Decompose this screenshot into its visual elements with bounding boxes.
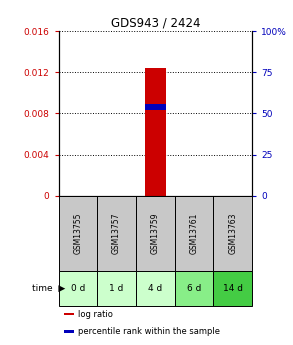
- Text: GSM13759: GSM13759: [151, 213, 160, 254]
- Bar: [97, 196, 136, 271]
- Text: GSM13757: GSM13757: [112, 213, 121, 254]
- Text: 4 d: 4 d: [148, 284, 162, 293]
- Text: 14 d: 14 d: [223, 284, 243, 293]
- Text: 1 d: 1 d: [109, 284, 124, 293]
- Text: GSM13761: GSM13761: [190, 213, 198, 254]
- Bar: [97, 271, 136, 306]
- Bar: [64, 330, 74, 333]
- Bar: [64, 313, 74, 315]
- Text: GSM13755: GSM13755: [74, 213, 82, 254]
- Text: GSM13763: GSM13763: [228, 213, 237, 254]
- Text: log ratio: log ratio: [78, 309, 113, 318]
- Bar: [175, 196, 213, 271]
- Bar: [136, 271, 175, 306]
- Bar: [145, 68, 166, 196]
- Title: GDS943 / 2424: GDS943 / 2424: [110, 17, 200, 30]
- Bar: [145, 104, 166, 110]
- Text: percentile rank within the sample: percentile rank within the sample: [78, 327, 219, 336]
- Bar: [213, 271, 252, 306]
- Text: time  ▶: time ▶: [32, 284, 65, 293]
- Bar: [136, 196, 175, 271]
- Bar: [175, 271, 213, 306]
- Bar: [59, 196, 97, 271]
- Text: 0 d: 0 d: [71, 284, 85, 293]
- Bar: [59, 271, 97, 306]
- Text: 6 d: 6 d: [187, 284, 201, 293]
- Bar: [213, 196, 252, 271]
